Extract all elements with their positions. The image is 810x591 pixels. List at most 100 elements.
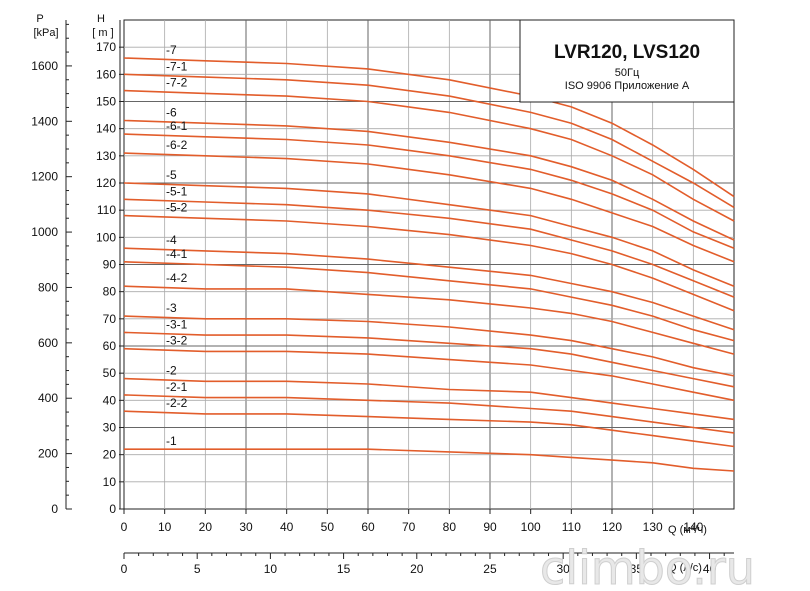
p-axis-unit: [kPa] bbox=[33, 27, 58, 39]
curve-line bbox=[123, 133, 735, 249]
curve-label: -3-2 bbox=[166, 334, 188, 348]
h-axis-title: H bbox=[97, 13, 105, 25]
curve-line bbox=[123, 331, 735, 388]
x2-tick-label: 35 bbox=[630, 562, 644, 576]
y-tick-label: 170 bbox=[96, 40, 116, 54]
curve-label: -5 bbox=[166, 168, 177, 182]
curve-line bbox=[123, 89, 735, 222]
x-axis-title: Q (м³/ч) bbox=[668, 524, 707, 536]
curve-label: -1 bbox=[166, 434, 177, 448]
curve-line bbox=[123, 347, 735, 402]
x-tick-label: 50 bbox=[321, 520, 335, 534]
x-axis-ticks: 0 10 20 30 40 50 60 70 80 90 100 110 120 130 140 bbox=[121, 509, 704, 534]
x2-tick-label: 10 bbox=[264, 562, 278, 576]
x-tick-label: 10 bbox=[158, 520, 172, 534]
p-tick-label: 1400 bbox=[31, 114, 58, 128]
curve-line bbox=[123, 285, 735, 355]
p-tick-label: 1000 bbox=[31, 225, 58, 239]
y-tick-label: 30 bbox=[103, 421, 117, 435]
curve-line bbox=[123, 410, 735, 448]
x2-tick-label: 40 bbox=[703, 562, 717, 576]
curve-label: -7 bbox=[166, 43, 177, 57]
x-tick-label: 80 bbox=[443, 520, 457, 534]
curve-line bbox=[123, 377, 735, 421]
x-tick-label: 140 bbox=[683, 520, 703, 534]
curve-label: -6-2 bbox=[166, 138, 188, 152]
x-tick-label: 120 bbox=[602, 520, 622, 534]
curve-label: -5-1 bbox=[166, 184, 188, 198]
y-tick-label: 20 bbox=[103, 448, 117, 462]
chart-note: ISO 9906 Приложение А bbox=[565, 80, 690, 92]
curve-label: -4-1 bbox=[166, 247, 188, 261]
curve-label: -4-2 bbox=[166, 271, 188, 285]
curve-line bbox=[123, 198, 735, 298]
curve-line bbox=[123, 73, 735, 209]
x2-tick-label: 15 bbox=[337, 562, 351, 576]
curve-line bbox=[123, 394, 735, 434]
y-tick-label: 130 bbox=[96, 149, 116, 163]
chart-title: LVR120, LVS120 bbox=[554, 42, 700, 63]
curve-label: -3 bbox=[166, 301, 177, 315]
y-tick-label: 90 bbox=[103, 258, 117, 272]
x-tick-label: 30 bbox=[239, 520, 253, 534]
p-axis-ticks: 0 200 400 600 800 1000 1200 1400 1600 bbox=[31, 20, 72, 516]
x-tick-label: 40 bbox=[280, 520, 294, 534]
h-axis-unit: [ m ] bbox=[92, 27, 113, 39]
curve-label: -7-1 bbox=[166, 59, 188, 73]
y-tick-label: 0 bbox=[109, 502, 116, 516]
curve-line bbox=[123, 247, 735, 331]
p-tick-label: 600 bbox=[38, 336, 58, 350]
x-tick-label: 130 bbox=[643, 520, 663, 534]
p-tick-label: 1600 bbox=[31, 59, 58, 73]
x2-axis-title: Q (л/с) bbox=[668, 562, 702, 574]
curve-label: -2 bbox=[166, 364, 177, 378]
chart-subtitle: 50Гц bbox=[615, 67, 640, 79]
curve-line bbox=[124, 448, 735, 472]
curve-line bbox=[123, 315, 735, 377]
curve-line bbox=[123, 182, 735, 287]
curve-label: -4 bbox=[166, 233, 177, 247]
p-tick-label: 200 bbox=[38, 447, 58, 461]
x-tick-label: 0 bbox=[121, 520, 128, 534]
y-axis-ticks: 0 10 20 30 40 50 60 70 80 90 100 110 120 130 140 150 160… bbox=[96, 20, 124, 516]
y-tick-label: 40 bbox=[103, 393, 117, 407]
curve-line bbox=[123, 119, 735, 241]
p-axis-title: P bbox=[36, 13, 43, 25]
p-tick-label: 400 bbox=[38, 391, 58, 405]
y-tick-label: 70 bbox=[103, 312, 117, 326]
curve-label: -2-2 bbox=[166, 396, 188, 410]
x2-axis-ticks: 0 5 10 15 20 25 30 35 40 bbox=[121, 552, 734, 576]
curve-line bbox=[123, 214, 735, 312]
watermark: climbo.ru bbox=[540, 541, 755, 591]
curve-label: -7-2 bbox=[166, 76, 188, 90]
y-tick-label: 160 bbox=[96, 67, 116, 81]
y-tick-label: 110 bbox=[97, 203, 116, 217]
x2-tick-label: 25 bbox=[483, 562, 497, 576]
curve-line bbox=[123, 261, 735, 342]
x2-tick-label: 5 bbox=[194, 562, 201, 576]
x-tick-label: 60 bbox=[361, 520, 375, 534]
y-tick-label: 100 bbox=[96, 230, 116, 244]
curve-label: -2-1 bbox=[166, 380, 188, 394]
x-tick-label: 20 bbox=[199, 520, 213, 534]
y-tick-label: 150 bbox=[96, 95, 116, 109]
x-tick-label: 70 bbox=[402, 520, 416, 534]
x-tick-label: 90 bbox=[483, 520, 497, 534]
y-tick-label: 60 bbox=[103, 339, 117, 353]
curves bbox=[123, 57, 735, 472]
curve-label: -6-1 bbox=[166, 119, 188, 133]
curve-label: -6 bbox=[166, 106, 177, 120]
x2-tick-label: 0 bbox=[121, 562, 128, 576]
y-tick-label: 50 bbox=[103, 366, 117, 380]
y-tick-label: 80 bbox=[103, 285, 117, 299]
x2-tick-label: 30 bbox=[556, 562, 570, 576]
y-tick-label: 120 bbox=[96, 176, 116, 190]
x2-tick-label: 20 bbox=[410, 562, 424, 576]
y-tick-label: 140 bbox=[96, 122, 116, 136]
p-tick-label: 1200 bbox=[31, 170, 58, 184]
title-box: LVR120, LVS120 50Гц ISO 9906 Приложение … bbox=[519, 19, 735, 103]
x-tick-label: 110 bbox=[562, 520, 581, 534]
p-tick-label: 800 bbox=[38, 280, 58, 294]
curve-line bbox=[123, 152, 735, 263]
